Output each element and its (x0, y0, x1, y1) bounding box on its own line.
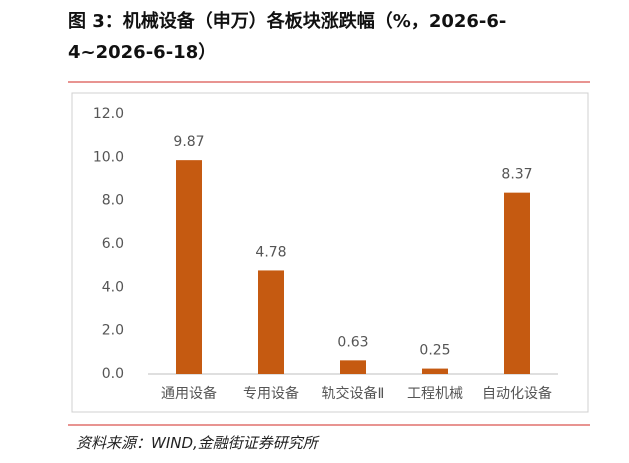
y-tick-label: 2.0 (102, 323, 124, 339)
value-label: 9.87 (173, 134, 204, 150)
plot-frame (71, 92, 589, 413)
value-label: 0.63 (337, 334, 368, 350)
value-label: 8.37 (501, 167, 532, 183)
bar (504, 192, 530, 374)
y-tick-label: 0.0 (102, 366, 124, 382)
y-tick-label: 4.0 (102, 279, 124, 295)
bar (422, 368, 448, 374)
y-tick-label: 6.0 (102, 236, 124, 252)
value-label: 0.25 (419, 343, 450, 359)
y-tick-label: 10.0 (93, 149, 124, 165)
x-tick-label: 工程机械 (407, 386, 463, 402)
y-tick-label: 8.0 (102, 193, 124, 209)
bar (258, 270, 284, 374)
source-note: 资料来源：WIND,金融街证券研究所 (76, 434, 318, 452)
x-tick-label: 自动化设备 (482, 385, 552, 402)
value-label: 4.78 (255, 244, 286, 260)
y-tick-label: 12.0 (93, 106, 124, 122)
x-tick-label: 轨交设备Ⅱ (322, 385, 385, 402)
bar (176, 160, 202, 374)
x-tick-label: 通用设备 (161, 385, 217, 402)
bar (340, 360, 366, 374)
chart-title: 图 3：机械设备（申万）各板块涨跌幅（%，2026-6-4~2026-6-18） (68, 11, 507, 63)
x-tick-label: 专用设备 (243, 385, 299, 402)
